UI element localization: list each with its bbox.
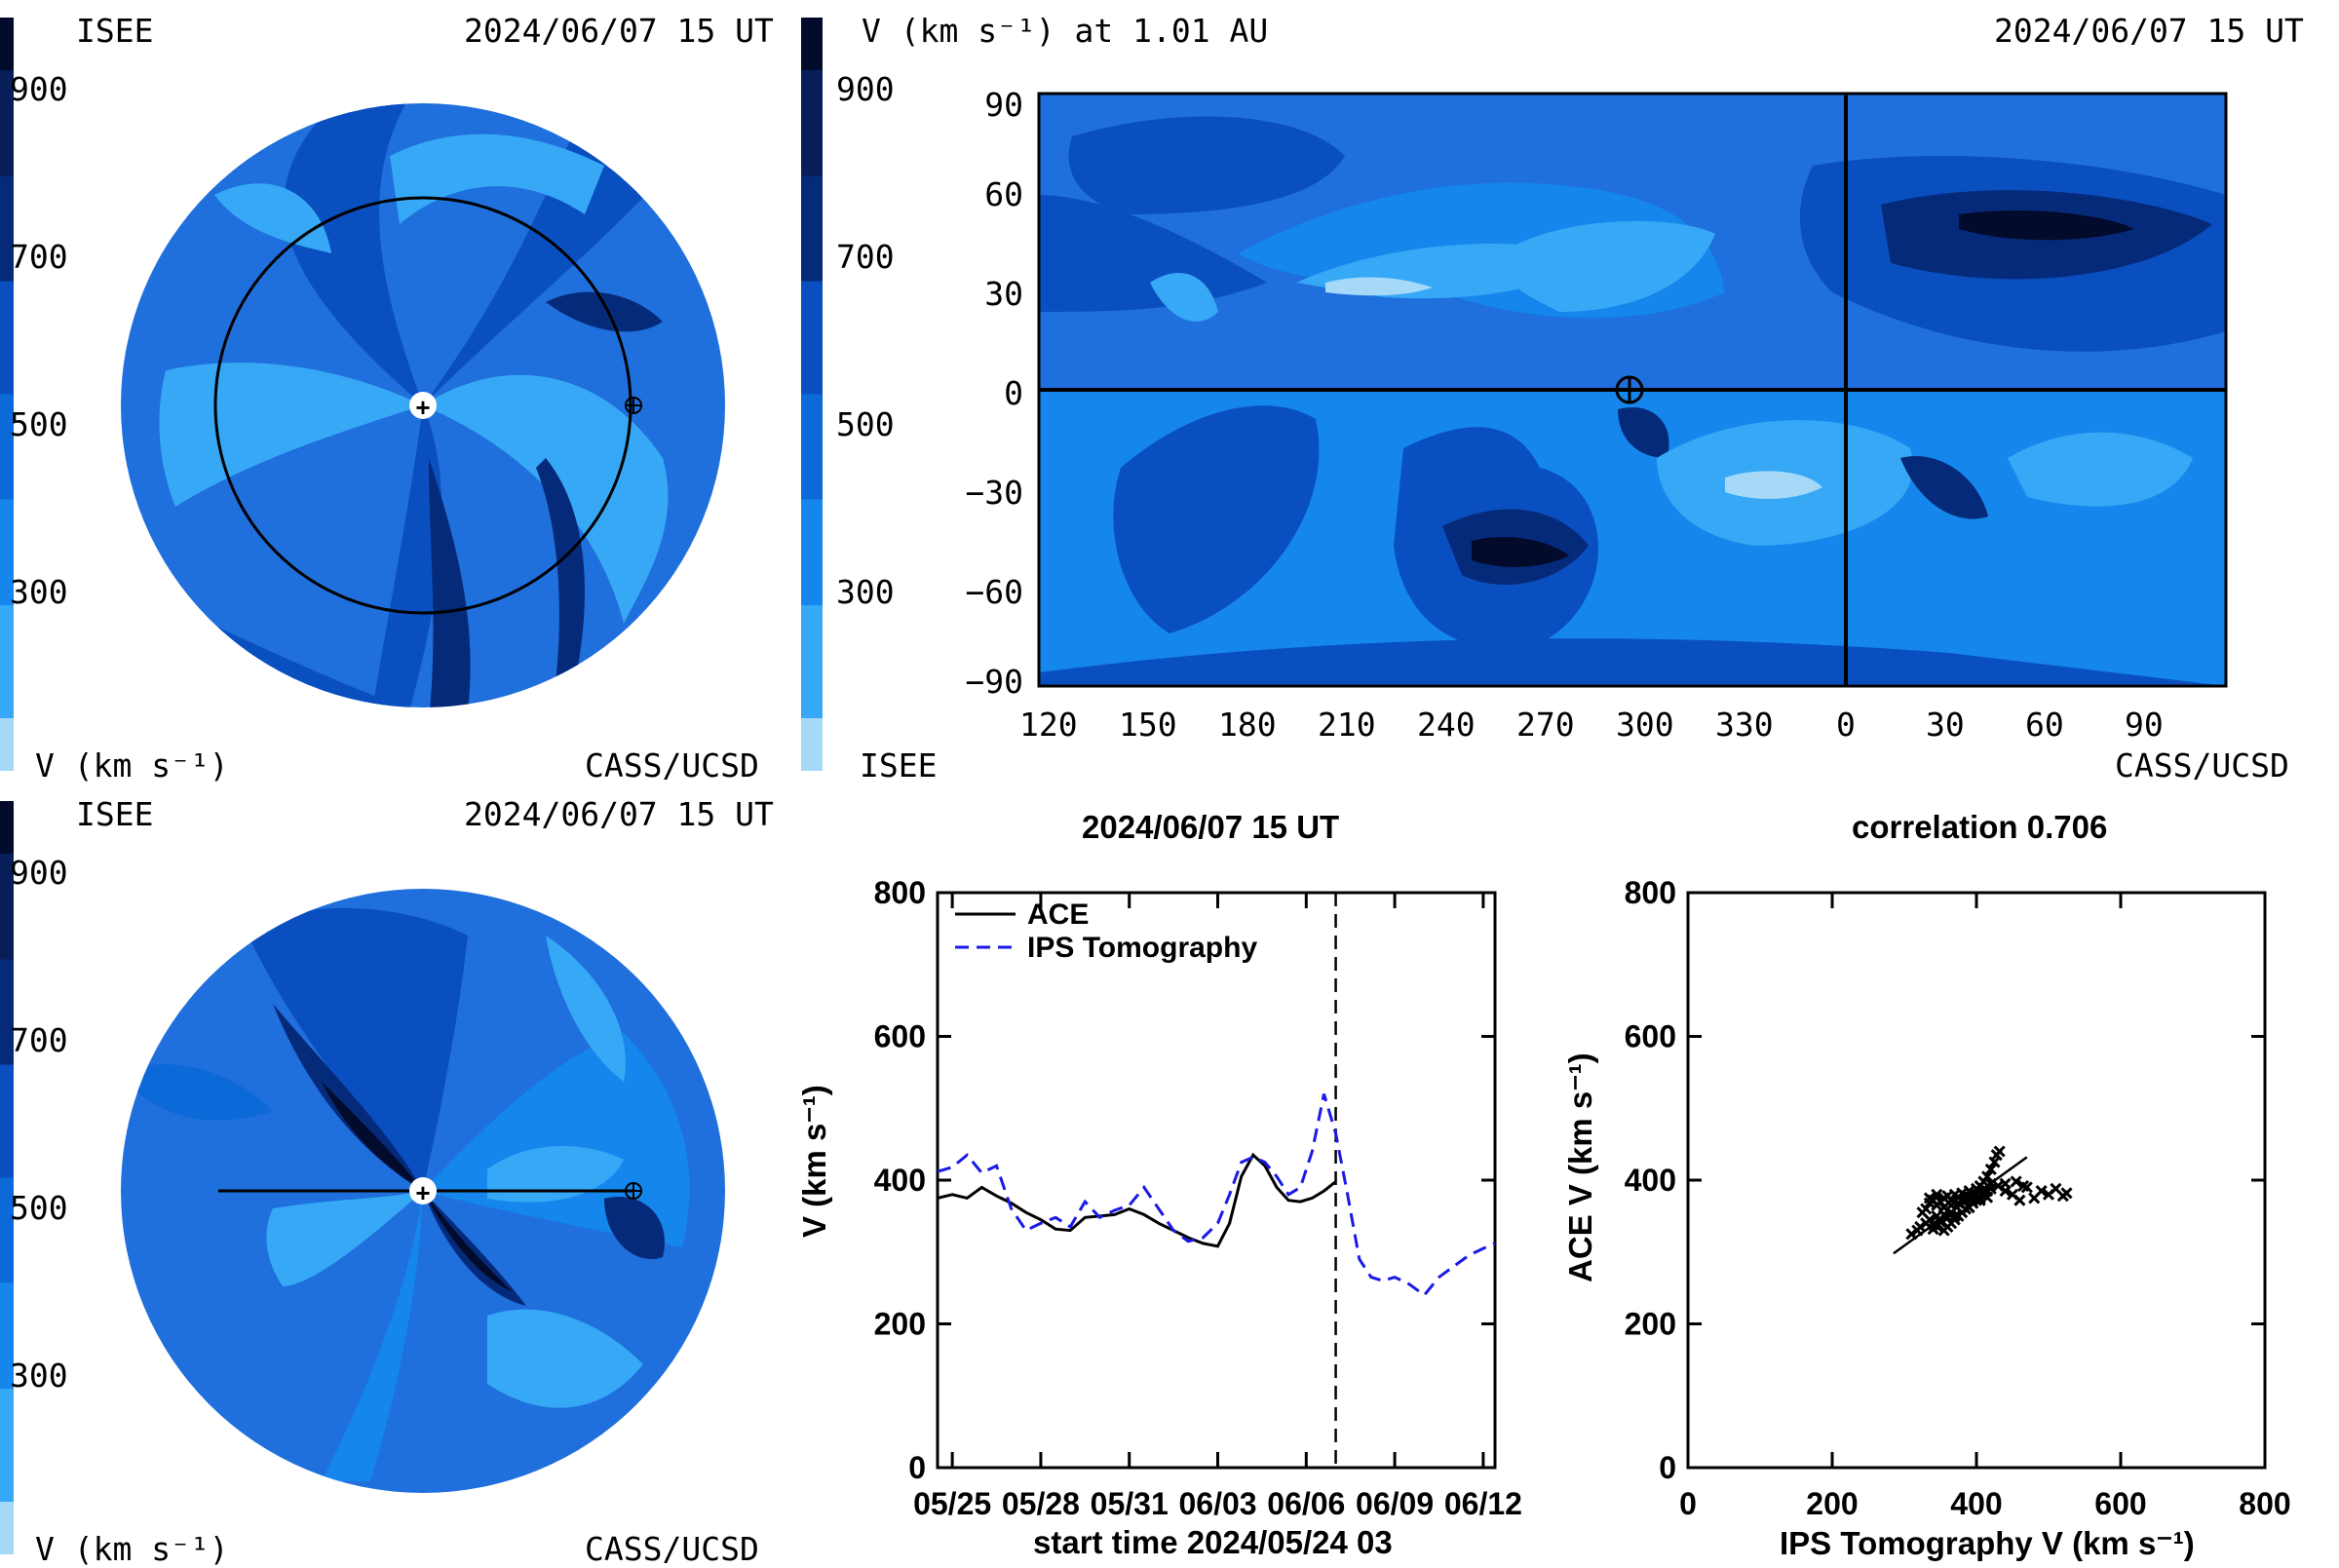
x-tick: 180 [1218, 706, 1277, 744]
y-tick: 0 [1004, 374, 1023, 412]
data-point [1948, 1209, 1961, 1222]
y-tick-label: 600 [1625, 1019, 1676, 1054]
x-tick-label: 06/03 [1178, 1486, 1256, 1521]
data-point [1974, 1194, 1986, 1206]
scatter-chart-xlabel: IPS Tomography V (km s⁻¹) [1780, 1525, 2195, 1561]
x-tick: 330 [1715, 706, 1774, 744]
data-point [1984, 1182, 1997, 1195]
data-point [1977, 1185, 1990, 1198]
plot-frame [1686, 891, 2267, 1470]
x-tick: 90 [2125, 706, 2164, 744]
x-tick: 240 [1417, 706, 1476, 744]
date-label: 2024/06/07 15 UT [464, 12, 774, 50]
data-point [1959, 1194, 1972, 1206]
data-point [2060, 1187, 2073, 1200]
x-tick: 150 [1119, 706, 1177, 744]
y-tick-label: 400 [1625, 1163, 1676, 1198]
colorbar-tick-700: 700 [10, 1021, 68, 1059]
y-tick-label: 800 [1625, 875, 1676, 910]
map-title: V (km s⁻¹) at 1.01 AU [862, 12, 1269, 50]
x-tick-label: 800 [2239, 1486, 2290, 1521]
colorbar-tick-700: 700 [10, 238, 68, 276]
data-point [1952, 1197, 1965, 1209]
data-point [2035, 1184, 2048, 1198]
y-tick-label: 800 [874, 875, 926, 910]
x-tick-label: 400 [1950, 1486, 2002, 1521]
y-tick: −30 [965, 474, 1023, 512]
date-label: 2024/06/07 15 UT [464, 795, 774, 833]
x-tick-label: 05/31 [1091, 1486, 1169, 1521]
legend-label: ACE [1027, 899, 1089, 931]
credit-label: CASS/UCSD [2115, 746, 2289, 784]
credit-label: CASS/UCSD [585, 746, 759, 784]
units-label: V (km s⁻¹) [35, 746, 229, 784]
data-point [1999, 1177, 2012, 1190]
colorbar-bottom-left [0, 801, 14, 1554]
data-point [1993, 1145, 2006, 1158]
y-tick: 90 [984, 86, 1023, 124]
x-tick: 30 [1926, 706, 1965, 744]
data-point [1981, 1191, 1994, 1204]
y-tick-label: 200 [1625, 1307, 1676, 1342]
x-tick: 0 [1836, 706, 1856, 744]
data-point [2017, 1179, 2030, 1192]
y-tick-label: 400 [874, 1163, 926, 1198]
colorbar-tick-500: 500 [10, 1189, 68, 1227]
date-label: 2024/06/07 15 UT [1994, 12, 2304, 50]
y-tick: −60 [965, 573, 1023, 611]
x-tick-label: 0 [1679, 1486, 1697, 1521]
data-point [1927, 1223, 1939, 1236]
x-tick-label: 600 [2094, 1486, 2146, 1521]
data-point [2010, 1175, 2022, 1188]
data-point [1914, 1220, 1927, 1234]
y-tick: 30 [984, 275, 1023, 313]
colorbar-tick-700: 700 [836, 238, 895, 276]
x-tick: 60 [2025, 706, 2064, 744]
colorbar-top-right [801, 18, 823, 771]
x-tick: 270 [1516, 706, 1575, 744]
y-tick-label: 0 [1659, 1450, 1676, 1485]
y-tick-label: 0 [908, 1450, 926, 1485]
x-tick-label: 200 [1806, 1486, 1858, 1521]
scatter-chart-title: correlation 0.706 [1852, 809, 2108, 845]
line-chart-xlabel: start time 2024/05/24 03 [1033, 1524, 1393, 1560]
y-tick: −90 [965, 663, 1023, 701]
x-tick: 120 [1019, 706, 1078, 744]
data-point [1981, 1170, 1994, 1183]
colorbar-tick-300: 300 [10, 573, 68, 611]
x-tick-label: 06/12 [1444, 1486, 1522, 1521]
colorbar-top-left [0, 18, 14, 771]
data-point [1984, 1163, 1997, 1176]
y-tick-label: 600 [874, 1019, 926, 1054]
data-point [2013, 1194, 2026, 1206]
legend-label: IPS Tomography [1027, 932, 1257, 964]
series-line-1 [937, 1093, 1496, 1298]
data-point [1923, 1192, 1936, 1205]
org-label: ISEE [76, 795, 154, 833]
org-label: ISEE [860, 746, 938, 784]
y-tick: 60 [984, 175, 1023, 213]
colorbar-tick-500: 500 [836, 405, 895, 443]
colorbar-tick-900: 900 [836, 70, 895, 108]
line-chart-title: 2024/06/07 15 UT [1082, 809, 1340, 845]
data-point [1916, 1206, 1929, 1219]
x-tick: 210 [1318, 706, 1376, 744]
colorbar-tick-300: 300 [10, 1357, 68, 1395]
x-tick: 300 [1616, 706, 1674, 744]
org-label: ISEE [76, 12, 154, 50]
x-tick-label: 06/09 [1356, 1486, 1434, 1521]
colorbar-tick-500: 500 [10, 405, 68, 443]
data-point [1937, 1224, 1950, 1237]
colorbar-tick-900: 900 [10, 854, 68, 892]
x-tick-label: 06/06 [1267, 1486, 1345, 1521]
y-tick-label: 200 [874, 1307, 926, 1342]
x-tick-label: 05/28 [1002, 1486, 1080, 1521]
colorbar-tick-900: 900 [10, 70, 68, 108]
data-point [1967, 1191, 1979, 1204]
colorbar-tick-300: 300 [836, 573, 895, 611]
x-tick-label: 05/25 [913, 1486, 991, 1521]
data-point [1931, 1188, 1943, 1201]
